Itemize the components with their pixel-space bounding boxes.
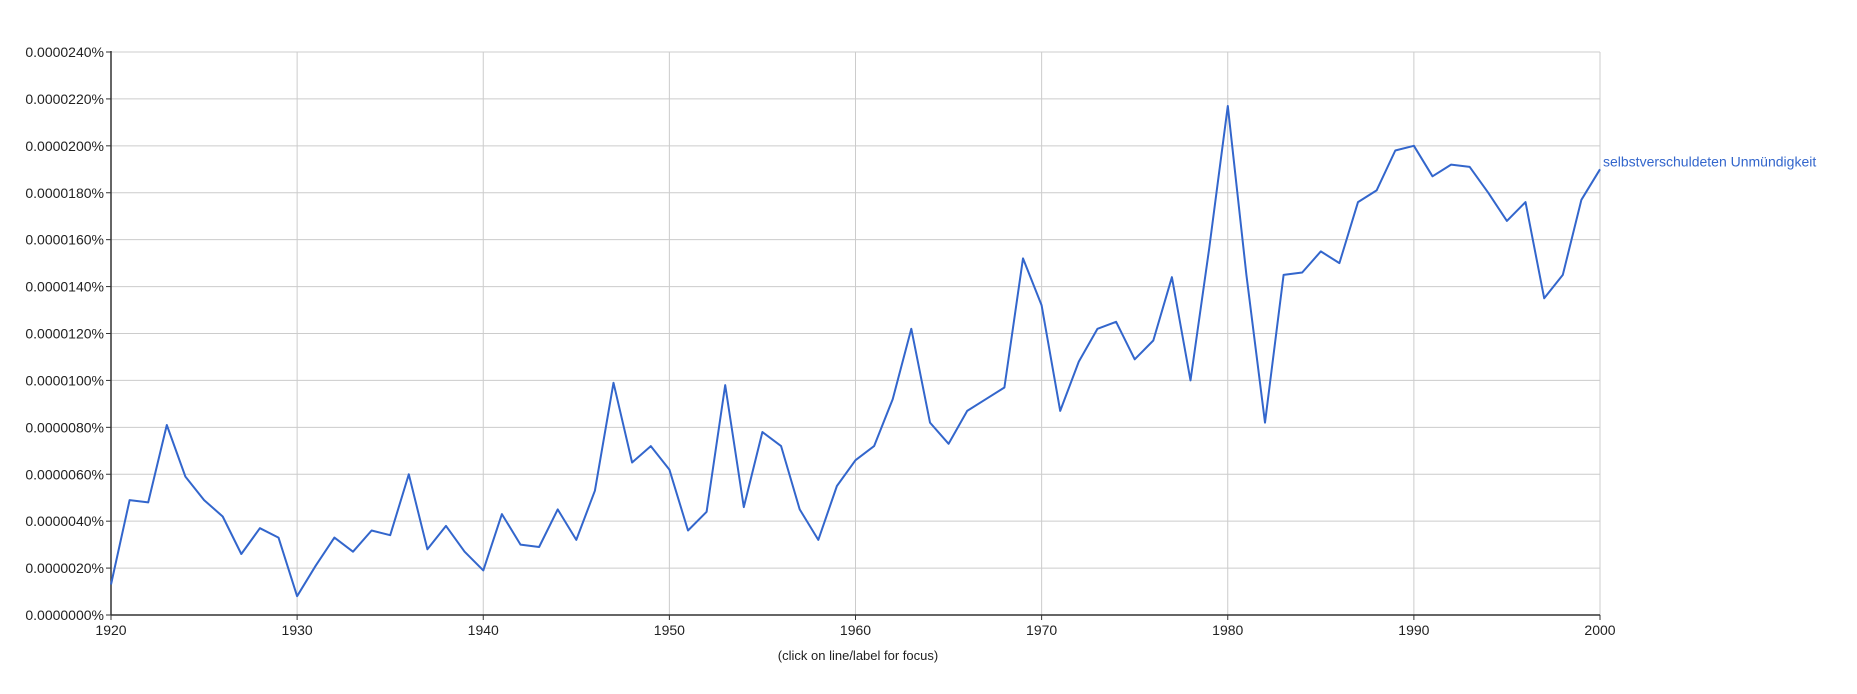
x-tick-label: 1940 (468, 622, 499, 638)
y-tick-label: 0.0000160% (25, 232, 104, 248)
x-tick-label: 1950 (654, 622, 685, 638)
y-tick-label: 0.0000080% (25, 419, 104, 435)
x-axis-tick-labels: 1920 1930 1940 1950 1960 1970 1980 1990 2000 (95, 622, 1615, 638)
y-tick-label: 0.0000100% (25, 372, 104, 388)
x-tick-label: 1920 (95, 622, 126, 638)
x-tick-label: 1970 (1026, 622, 1057, 638)
y-tick-label: 0.0000020% (25, 560, 104, 576)
x-tick-label: 1980 (1212, 622, 1243, 638)
y-tick-label: 0.0000220% (25, 91, 104, 107)
series-label[interactable]: selbstverschuldeten Unmündigkeit (1603, 153, 1816, 169)
series-line[interactable] (110, 105, 1601, 598)
y-tick-label: 0.0000240% (25, 44, 104, 60)
x-tick-label: 2000 (1584, 622, 1615, 638)
y-tick-label: 0.0000200% (25, 138, 104, 154)
y-tick-label: 0.0000060% (25, 466, 104, 482)
y-axis-tick-labels: 0.0000000% 0.0000020% 0.0000040% 0.0000060%… (25, 44, 104, 623)
x-tick-label: 1960 (840, 622, 871, 638)
y-tick-label: 0.0000120% (25, 326, 104, 342)
grid-lines (111, 51, 1601, 615)
x-tick-label: 1930 (282, 622, 313, 638)
series-lines[interactable] (110, 105, 1601, 598)
y-tick-label: 0.0000140% (25, 279, 104, 295)
focus-hint-caption: (click on line/label for focus) (778, 648, 938, 663)
y-tick-label: 0.0000040% (25, 513, 104, 529)
axes (106, 51, 1601, 620)
y-tick-label: 0.0000180% (25, 185, 104, 201)
x-tick-label: 1990 (1398, 622, 1429, 638)
y-tick-label: 0.0000000% (25, 607, 104, 623)
series-labels[interactable]: selbstverschuldeten Unmündigkeit (1603, 153, 1816, 169)
